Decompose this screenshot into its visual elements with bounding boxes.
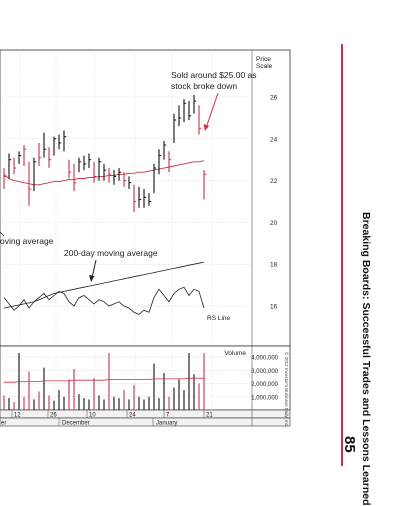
volume-tick-label: 3,000,000 — [251, 369, 278, 375]
side-rule — [341, 44, 343, 466]
price-tick-label: 24 — [270, 136, 278, 143]
price-tick-label: 18 — [270, 262, 278, 269]
price-tick-label: 26 — [270, 95, 278, 102]
month-label: January — [156, 421, 177, 427]
sell-annotation-line1: Sold around $25.00 as — [171, 70, 257, 80]
date-tick-label: 10 — [89, 413, 96, 419]
volume-label: Volume — [224, 350, 246, 357]
price-tick-label: 22 — [270, 178, 278, 185]
stock-chart: 26 24 22 20 18 16 4,000,000 3,000,000 2,000,000… — [0, 49, 291, 427]
sell-annotation-line2: stock broke down — [171, 81, 237, 91]
rs-line-group — [3, 286, 205, 315]
date-tick-label: 12 — [14, 413, 21, 419]
volume-tick-label: 2,000,000 — [251, 382, 278, 388]
ma-200-arrow-head — [89, 275, 95, 282]
running-title: Breaking Boards: Successful Trades and L… — [360, 212, 372, 506]
month-labels: er December January — [1, 418, 177, 427]
ma-left-annotation: oving average — [0, 236, 54, 246]
page-number: 85 — [341, 436, 358, 453]
rs-line-label: RS Line — [207, 315, 231, 322]
ma-200-line-group — [3, 261, 205, 309]
volume-tick-labels: 4,000,000 3,000,000 2,000,000 1,000,000 — [251, 356, 278, 402]
rs-line — [3, 286, 205, 315]
date-tick-label: 24 — [129, 413, 136, 419]
volume-ma-group — [4, 377, 204, 383]
gridlines — [0, 50, 252, 346]
sell-arrow — [205, 92, 219, 129]
date-tick-label: 7 — [166, 413, 170, 419]
ma-200-arrow — [91, 259, 97, 279]
price-tick-label: 20 — [270, 220, 278, 227]
price-tick-labels: 26 24 22 20 18 16 — [270, 95, 278, 311]
date-tick-labels: 12 26 10 24 7 21 — [11, 410, 213, 419]
price-tick-label: 16 — [270, 304, 278, 311]
month-label: December — [62, 421, 90, 427]
volume-bars — [3, 353, 205, 410]
ma-200-line — [3, 261, 205, 309]
volume-tick-label: 1,000,000 — [251, 395, 278, 401]
ma-left-pointer — [0, 231, 5, 237]
sell-arrow-head — [203, 124, 209, 131]
volume-ma-line — [4, 377, 204, 383]
volume-gridlines — [0, 346, 252, 410]
price-scale-label-2: Scale — [256, 63, 273, 70]
copyright-note: © 2012 Investor's Business Daily, Inc. — [284, 352, 289, 428]
ma-200-annotation: 200-day moving average — [64, 248, 158, 258]
date-tick-label: 21 — [206, 413, 213, 419]
price-bars — [3, 94, 207, 212]
date-tick-label: 26 — [50, 413, 57, 419]
volume-tick-label: 4,000,000 — [251, 356, 278, 362]
month-label: er — [1, 421, 6, 427]
price-scale-label-1: Price — [256, 56, 271, 63]
